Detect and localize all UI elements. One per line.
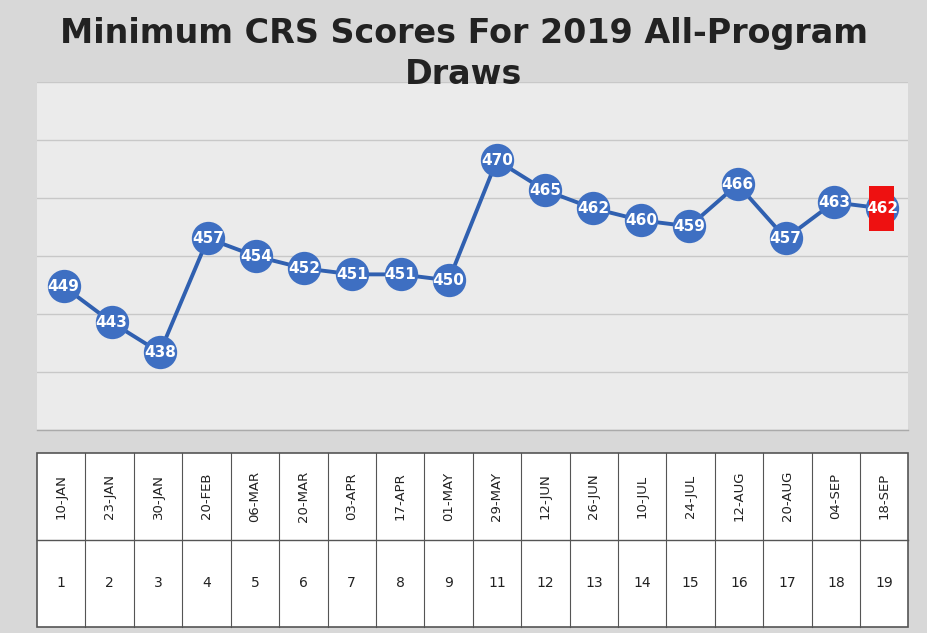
Text: 451: 451 [337,267,368,282]
Text: 438: 438 [144,345,176,360]
Text: 04-SEP: 04-SEP [830,473,843,519]
Text: 457: 457 [769,231,802,246]
Text: 449: 449 [47,279,80,294]
Text: 465: 465 [529,183,561,198]
Text: 29-MAY: 29-MAY [490,472,503,521]
Text: 460: 460 [626,213,657,228]
Text: 9: 9 [444,576,453,590]
Text: 20-FEB: 20-FEB [200,473,213,519]
Text: 466: 466 [721,177,754,192]
Text: 06-MAR: 06-MAR [248,470,261,522]
Text: 26-JUN: 26-JUN [588,473,601,519]
Text: 3: 3 [154,576,162,590]
Text: 17: 17 [779,576,796,590]
Text: 20-AUG: 20-AUG [781,471,794,522]
Text: 17-APR: 17-APR [394,472,407,520]
Text: Minimum CRS Scores For 2019 All-Program
Draws: Minimum CRS Scores For 2019 All-Program … [59,17,868,91]
Text: 12-AUG: 12-AUG [732,471,745,522]
Text: 30-JAN: 30-JAN [152,473,165,518]
Text: 4: 4 [202,576,210,590]
Text: 454: 454 [240,249,272,264]
Text: 1: 1 [57,576,66,590]
Text: 2: 2 [106,576,114,590]
Text: 462: 462 [578,201,609,216]
FancyBboxPatch shape [870,186,895,231]
Text: 15: 15 [681,576,700,590]
Text: 462: 462 [866,201,898,216]
Text: 450: 450 [433,273,464,288]
Text: 24-JUL: 24-JUL [684,475,697,518]
Text: 10-JAN: 10-JAN [55,473,68,518]
Text: 10-JUL: 10-JUL [636,475,649,518]
Text: 23-JAN: 23-JAN [103,473,116,518]
Text: 20-MAR: 20-MAR [297,470,310,522]
Text: 12: 12 [537,576,554,590]
Text: 18-SEP: 18-SEP [878,473,891,519]
Text: 463: 463 [818,195,850,210]
Text: 459: 459 [674,219,705,234]
Text: 451: 451 [385,267,416,282]
Text: 7: 7 [348,576,356,590]
Text: 03-APR: 03-APR [345,472,358,520]
Text: 443: 443 [95,315,128,330]
Text: 16: 16 [730,576,748,590]
Text: 452: 452 [288,261,320,276]
Text: 18: 18 [827,576,844,590]
Text: 19: 19 [875,576,893,590]
Text: 01-MAY: 01-MAY [442,472,455,521]
Text: 13: 13 [585,576,603,590]
Text: 11: 11 [489,576,506,590]
Text: 470: 470 [481,153,513,168]
Text: 6: 6 [298,576,308,590]
Text: 8: 8 [396,576,404,590]
Text: 457: 457 [192,231,224,246]
Text: 5: 5 [250,576,260,590]
Text: 14: 14 [633,576,651,590]
Text: 12-JUN: 12-JUN [539,473,552,519]
